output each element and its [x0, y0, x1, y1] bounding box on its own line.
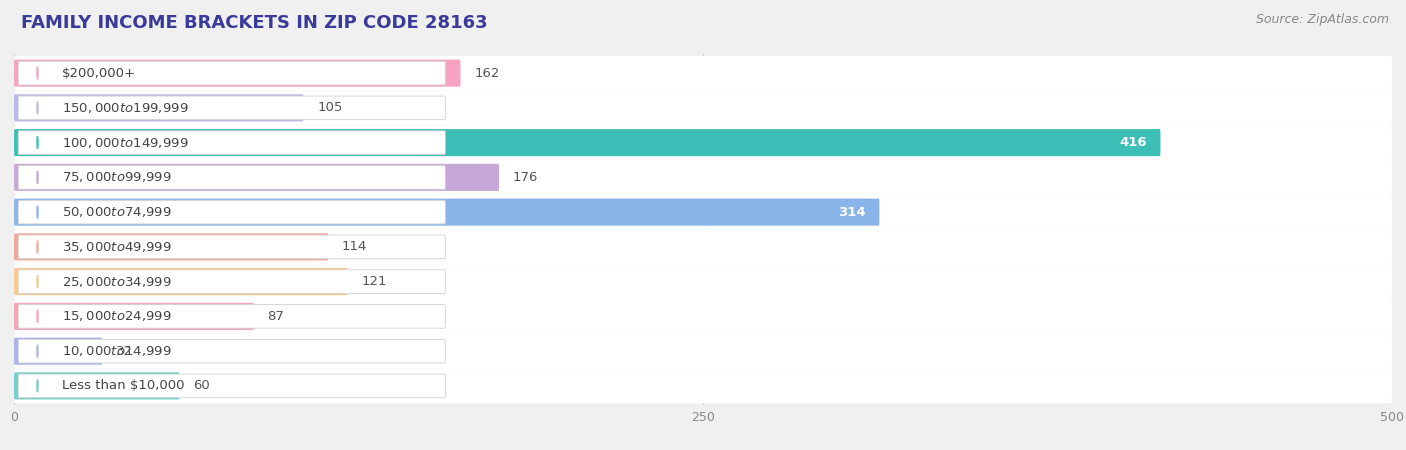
FancyBboxPatch shape	[14, 334, 1392, 369]
FancyBboxPatch shape	[18, 61, 446, 85]
Text: 32: 32	[117, 345, 134, 358]
Text: 60: 60	[193, 379, 209, 392]
FancyBboxPatch shape	[14, 195, 1392, 230]
FancyBboxPatch shape	[14, 198, 879, 226]
Text: $150,000 to $199,999: $150,000 to $199,999	[62, 101, 188, 115]
FancyBboxPatch shape	[14, 94, 304, 122]
FancyBboxPatch shape	[14, 264, 1392, 299]
FancyBboxPatch shape	[14, 160, 1392, 195]
Text: 416: 416	[1119, 136, 1147, 149]
FancyBboxPatch shape	[14, 129, 1160, 156]
FancyBboxPatch shape	[18, 166, 446, 189]
FancyBboxPatch shape	[14, 90, 1392, 125]
Text: 162: 162	[474, 67, 499, 80]
FancyBboxPatch shape	[14, 125, 1392, 160]
Text: Source: ZipAtlas.com: Source: ZipAtlas.com	[1256, 14, 1389, 27]
FancyBboxPatch shape	[18, 96, 446, 120]
Text: $35,000 to $49,999: $35,000 to $49,999	[62, 240, 172, 254]
Text: $100,000 to $149,999: $100,000 to $149,999	[62, 135, 188, 149]
FancyBboxPatch shape	[14, 303, 254, 330]
FancyBboxPatch shape	[18, 374, 446, 398]
FancyBboxPatch shape	[18, 339, 446, 363]
Text: $75,000 to $99,999: $75,000 to $99,999	[62, 171, 172, 184]
FancyBboxPatch shape	[14, 372, 180, 400]
FancyBboxPatch shape	[14, 299, 1392, 334]
Text: 314: 314	[838, 206, 866, 219]
FancyBboxPatch shape	[14, 230, 1392, 264]
Text: 105: 105	[318, 101, 343, 114]
Text: 176: 176	[513, 171, 538, 184]
FancyBboxPatch shape	[14, 233, 328, 261]
FancyBboxPatch shape	[14, 59, 461, 87]
Text: Less than $10,000: Less than $10,000	[62, 379, 184, 392]
Text: 87: 87	[267, 310, 284, 323]
Text: $25,000 to $34,999: $25,000 to $34,999	[62, 274, 172, 288]
FancyBboxPatch shape	[14, 369, 1392, 403]
Text: 121: 121	[361, 275, 387, 288]
FancyBboxPatch shape	[18, 200, 446, 224]
FancyBboxPatch shape	[18, 131, 446, 154]
Text: $200,000+: $200,000+	[62, 67, 136, 80]
Text: $10,000 to $14,999: $10,000 to $14,999	[62, 344, 172, 358]
Text: 114: 114	[342, 240, 367, 253]
FancyBboxPatch shape	[18, 235, 446, 259]
Text: $15,000 to $24,999: $15,000 to $24,999	[62, 310, 172, 324]
FancyBboxPatch shape	[18, 305, 446, 328]
FancyBboxPatch shape	[14, 338, 103, 364]
FancyBboxPatch shape	[14, 56, 1392, 90]
FancyBboxPatch shape	[18, 270, 446, 293]
FancyBboxPatch shape	[14, 164, 499, 191]
Text: FAMILY INCOME BRACKETS IN ZIP CODE 28163: FAMILY INCOME BRACKETS IN ZIP CODE 28163	[21, 14, 488, 32]
FancyBboxPatch shape	[14, 268, 347, 295]
Text: $50,000 to $74,999: $50,000 to $74,999	[62, 205, 172, 219]
